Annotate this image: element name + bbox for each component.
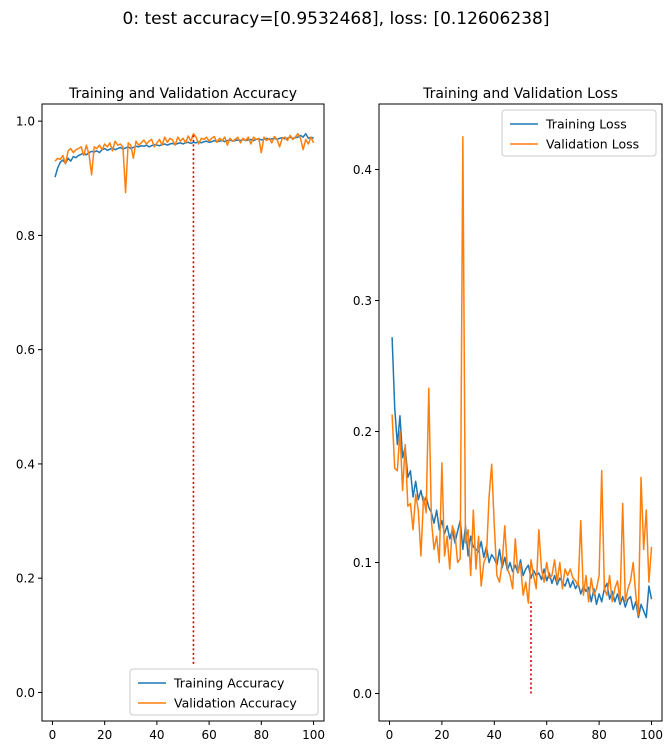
accuracy-legend-box — [129, 668, 319, 716]
loss-x-tick-label: 80 — [591, 728, 606, 742]
loss-legend-label-0: Training Loss — [545, 117, 627, 132]
accuracy-x-tick-label: 20 — [97, 728, 112, 742]
accuracy-series-line-1 — [54, 132, 315, 194]
accuracy-legend: Training Accuracy Validation Accuracy — [129, 668, 319, 716]
accuracy-x-tick-label: 60 — [201, 728, 216, 742]
accuracy-x-tick-label: 40 — [149, 728, 164, 742]
accuracy-y-tick-label: 0.6 — [16, 343, 35, 357]
accuracy-x-tick-label: 80 — [254, 728, 269, 742]
loss-chart-title: Training and Validation Loss — [422, 86, 618, 102]
accuracy-legend-label-0: Training Accuracy — [173, 676, 285, 691]
loss-series-line-0 — [391, 337, 653, 619]
accuracy-legend-label-1: Validation Accuracy — [174, 696, 297, 711]
loss-x-tick-label: 60 — [539, 728, 554, 742]
loss-x-tick-label: 0 — [386, 728, 394, 742]
loss-x-tick-label: 40 — [487, 728, 502, 742]
accuracy-axes-frame — [41, 103, 325, 722]
loss-legend: Training Loss Validation Loss — [501, 109, 657, 157]
loss-y-tick-label: 0.1 — [353, 556, 372, 570]
loss-y-tick-label: 0.4 — [353, 163, 372, 177]
accuracy-y-tick-label: 0.0 — [16, 686, 35, 700]
loss-series-line-1 — [391, 136, 653, 616]
loss-y-tick-label: 0.2 — [353, 425, 372, 439]
loss-axes-frame — [378, 103, 663, 722]
accuracy-chart-title: Training and Validation Accuracy — [68, 86, 297, 102]
accuracy-axes: Training and Validation Accuracy 0 20 40 60… — [16, 86, 325, 742]
loss-axes: Training and Validation Loss 0 20 40 60 80 10… — [353, 86, 663, 742]
loss-legend-box — [501, 109, 657, 157]
loss-x-tick-label: 100 — [640, 728, 663, 742]
loss-y-tick-label: 0.0 — [353, 687, 372, 701]
loss-y-tick-label: 0.3 — [353, 294, 372, 308]
accuracy-y-tick-label: 0.2 — [16, 572, 35, 586]
loss-x-tick-label: 20 — [434, 728, 449, 742]
loss-legend-label-1: Validation Loss — [546, 137, 639, 152]
accuracy-x-tick-label: 0 — [49, 728, 57, 742]
accuracy-y-tick-label: 0.8 — [16, 229, 35, 243]
accuracy-x-tick-label: 100 — [302, 728, 325, 742]
figure-suptitle: 0: test accuracy=[0.9532468], loss: [0.1… — [123, 9, 550, 29]
accuracy-y-tick-label: 1.0 — [16, 115, 35, 129]
accuracy-y-tick-label: 0.4 — [16, 457, 35, 471]
